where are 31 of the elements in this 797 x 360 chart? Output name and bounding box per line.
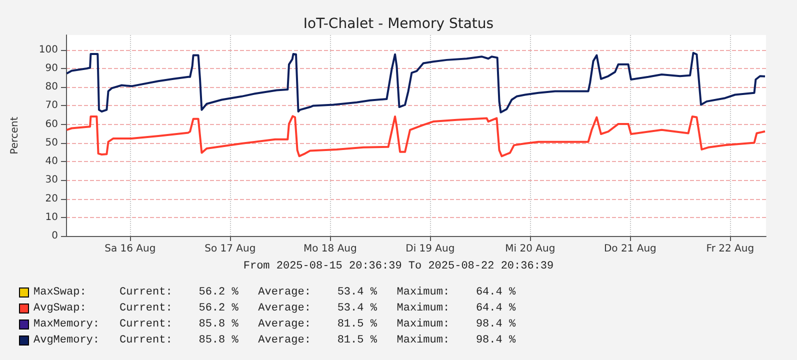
text: Current: 85.8 % Average: 81.5 % Maximum: 98.4 %	[120, 334, 516, 346]
y-tick-label: 0	[52, 230, 58, 242]
x-tick-label: So 17 Aug	[204, 244, 256, 254]
legend-label: AvgMemory:	[34, 334, 100, 346]
y-tick-label: 90	[45, 63, 58, 74]
legend-label: AvgSwap:	[34, 302, 86, 314]
x-tick-label: Do 21 Aug	[604, 244, 656, 254]
y-tick-label: 50	[45, 137, 58, 148]
y-tick-label: 30	[45, 174, 58, 186]
y-axis-title: Percent	[10, 116, 20, 154]
x-tick-label: Di 19 Aug	[406, 244, 455, 254]
y-tick-label: 20	[45, 193, 58, 204]
text: Current: 56.2 % Average: 53.4 % Maximum: 64.4 %	[120, 286, 516, 298]
y-tick-label: 10	[45, 212, 58, 223]
x-tick-label: Fr 22 Aug	[706, 244, 754, 254]
x-tick-label: Sa 16 Aug	[104, 244, 156, 254]
legend-label: MaxMemory:	[34, 318, 100, 330]
text: Current: 56.2 % Average: 53.4 % Maximum: 64.4 %	[120, 302, 516, 314]
x-tick-label: Mi 20 Aug	[505, 244, 556, 254]
legend-label: MaxSwap:	[34, 286, 86, 298]
text: Current: 85.8 % Average: 81.5 % Maximum: 98.4 %	[120, 318, 516, 330]
text: From 2025-08-15 20:36:39 To 2025-08-22 20:36:39	[243, 260, 554, 272]
y-tick-label: 80	[45, 82, 58, 93]
line-series	[66, 115, 766, 158]
line-series	[66, 52, 766, 114]
y-tick-label: 70	[45, 100, 58, 112]
y-tick-label: 100	[38, 44, 58, 56]
y-tick-label: 40	[45, 156, 58, 168]
x-tick-label: Mo 18 Aug	[303, 244, 357, 254]
chart-title: IoT-Chalet - Memory Status	[303, 16, 494, 32]
y-tick-label: 60	[45, 118, 58, 130]
